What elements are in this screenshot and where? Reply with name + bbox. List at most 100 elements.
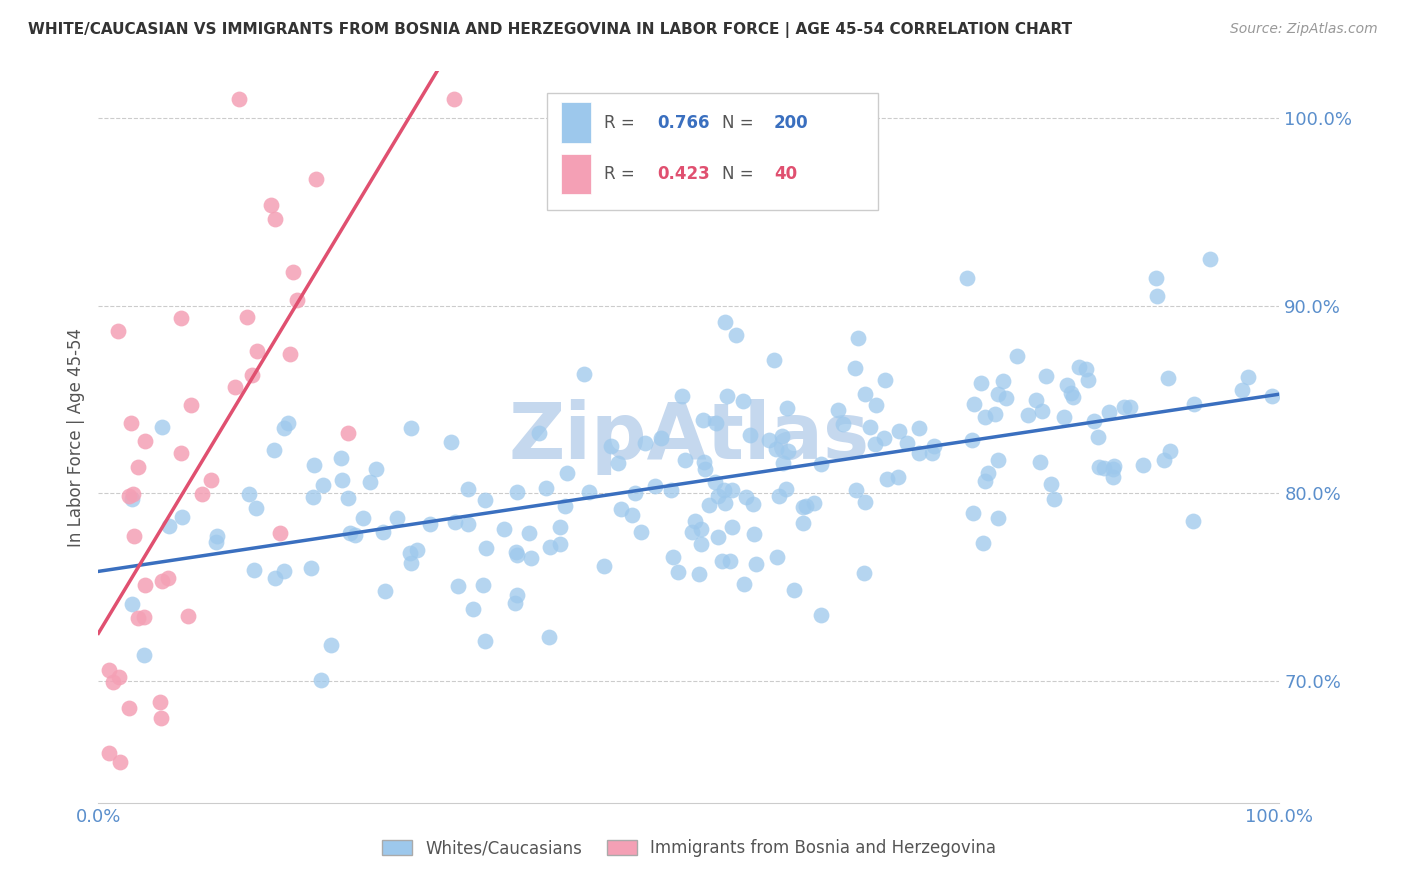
- Point: [1261, 389, 1284, 403]
- Point: [661, 549, 683, 564]
- Point: [1159, 443, 1181, 458]
- Point: [548, 537, 571, 551]
- Point: [302, 458, 325, 473]
- Point: [1031, 403, 1053, 417]
- Point: [706, 489, 728, 503]
- Point: [264, 212, 287, 227]
- Point: [876, 471, 898, 485]
- Point: [742, 527, 765, 541]
- Point: [121, 597, 143, 611]
- Point: [150, 711, 173, 725]
- Point: [695, 462, 717, 476]
- Point: [1092, 460, 1115, 475]
- Point: [873, 431, 896, 445]
- Point: [503, 595, 526, 609]
- Point: [1074, 362, 1097, 376]
- Text: R =: R =: [605, 165, 640, 183]
- Point: [803, 496, 825, 510]
- FancyBboxPatch shape: [561, 103, 591, 143]
- Point: [1053, 410, 1076, 425]
- Point: [127, 611, 149, 625]
- Point: [765, 442, 787, 457]
- Point: [1029, 455, 1052, 469]
- Point: [1199, 252, 1222, 267]
- Point: [908, 421, 931, 435]
- Point: [1157, 370, 1180, 384]
- Point: [554, 500, 576, 514]
- Point: [962, 433, 984, 447]
- Point: [721, 483, 744, 497]
- Point: [690, 537, 713, 551]
- Point: [962, 506, 984, 520]
- Point: [1017, 409, 1039, 423]
- Point: [956, 270, 979, 285]
- Point: [103, 675, 125, 690]
- Text: N =: N =: [723, 113, 759, 131]
- Point: [630, 524, 652, 539]
- Point: [121, 492, 143, 507]
- Point: [505, 545, 527, 559]
- Point: [745, 557, 768, 571]
- Text: R =: R =: [605, 113, 640, 131]
- Point: [1083, 414, 1105, 428]
- Point: [973, 474, 995, 488]
- Point: [776, 443, 799, 458]
- Point: [692, 413, 714, 427]
- Point: [278, 347, 301, 361]
- Point: [263, 443, 285, 458]
- Point: [858, 419, 880, 434]
- Point: [149, 696, 172, 710]
- Point: [731, 393, 754, 408]
- Point: [238, 486, 260, 500]
- Point: [97, 663, 120, 677]
- Point: [260, 198, 283, 212]
- Point: [972, 535, 994, 549]
- Point: [1007, 349, 1029, 363]
- Point: [245, 343, 267, 358]
- Point: [118, 489, 141, 503]
- Point: [609, 502, 631, 516]
- Point: [1146, 289, 1168, 303]
- Text: 0.423: 0.423: [657, 165, 710, 183]
- Y-axis label: In Labor Force | Age 45-54: In Labor Force | Age 45-54: [66, 327, 84, 547]
- Point: [974, 409, 997, 424]
- Point: [993, 374, 1015, 388]
- Point: [1237, 369, 1260, 384]
- Point: [713, 496, 735, 510]
- Point: [506, 549, 529, 563]
- Point: [718, 553, 741, 567]
- Point: [1132, 458, 1154, 472]
- Point: [792, 516, 814, 530]
- Text: Source: ZipAtlas.com: Source: ZipAtlas.com: [1230, 22, 1378, 37]
- Point: [855, 495, 877, 509]
- Point: [337, 425, 360, 440]
- Point: [908, 446, 931, 460]
- Point: [711, 554, 734, 568]
- Point: [865, 398, 887, 412]
- Point: [1056, 378, 1078, 392]
- Point: [987, 453, 1010, 467]
- Point: [762, 352, 785, 367]
- Point: [243, 563, 266, 577]
- Point: [205, 535, 228, 549]
- Point: [157, 518, 180, 533]
- Point: [150, 420, 173, 434]
- Point: [555, 467, 578, 481]
- Point: [831, 417, 853, 431]
- Point: [277, 417, 299, 431]
- Point: [1088, 459, 1111, 474]
- Point: [200, 473, 222, 487]
- Point: [177, 608, 200, 623]
- Point: [987, 386, 1010, 401]
- Point: [733, 577, 755, 591]
- Point: [1067, 360, 1090, 375]
- Point: [344, 527, 367, 541]
- Point: [339, 526, 361, 541]
- Point: [713, 483, 735, 497]
- Point: [659, 483, 682, 498]
- Point: [312, 478, 335, 492]
- Point: [741, 497, 763, 511]
- Point: [157, 570, 180, 584]
- Point: [520, 550, 543, 565]
- Point: [457, 482, 479, 496]
